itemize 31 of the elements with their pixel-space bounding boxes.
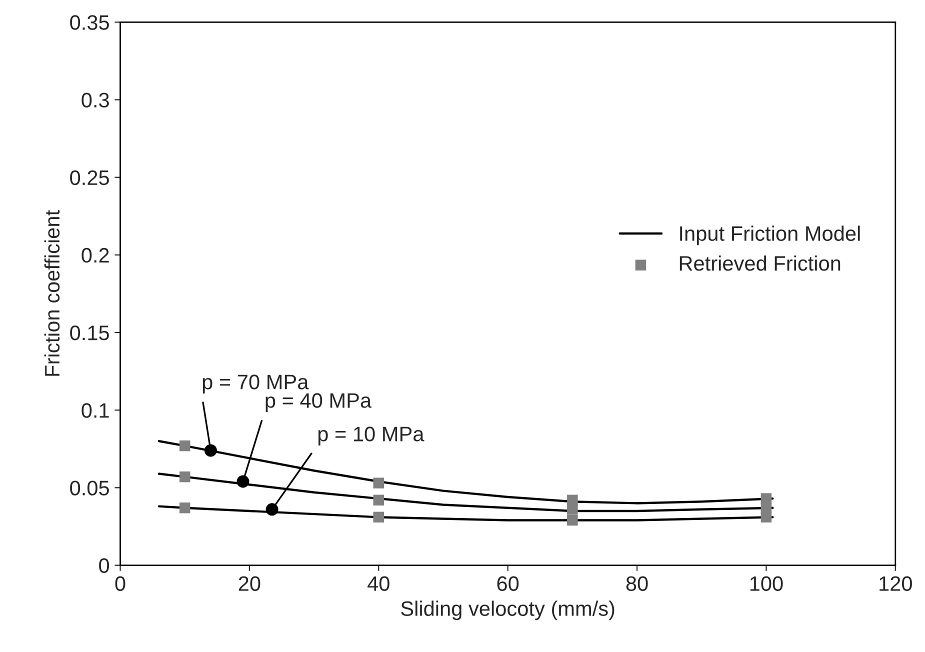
x-tick-label: 100 (750, 576, 783, 592)
annotation: p = 70 MPa (202, 374, 309, 394)
point (373, 478, 384, 488)
point (373, 512, 384, 523)
y-tick-label: 0.25 (70, 170, 109, 186)
point (567, 504, 578, 515)
x-tick-label: 20 (238, 576, 260, 592)
y-tick-label: 0.3 (82, 92, 109, 108)
x-tick-label: 40 (368, 576, 390, 592)
point (179, 440, 190, 452)
x-tick-label: 0 (115, 576, 126, 592)
annotation: p = 10 MPa (318, 426, 424, 446)
point (760, 512, 772, 523)
x-tick-label: 60 (497, 576, 519, 592)
y-tick-label: 0.1 (82, 403, 109, 418)
point (567, 514, 578, 526)
point (179, 471, 190, 482)
y-tick-label: 0.2 (82, 248, 109, 263)
x-tick-label: 80 (626, 576, 648, 592)
annotation: p = 40 MPa (266, 393, 372, 412)
y-tick-label: 0.05 (70, 480, 109, 496)
legend-label: Retrieved Friction (680, 255, 840, 271)
point (373, 494, 384, 506)
y-axis-title: Friction coefficient (44, 210, 60, 376)
y-tick-label: 0.35 (70, 15, 109, 30)
y-tick-label: 0.15 (70, 326, 109, 340)
y-tick-label: 0 (99, 558, 110, 574)
legend-label: Input Friction Model (680, 226, 860, 246)
x-tick-label: 120 (880, 576, 912, 592)
point (179, 502, 190, 514)
x-axis-title: Sliding velocoty (mm/s) (401, 600, 614, 620)
